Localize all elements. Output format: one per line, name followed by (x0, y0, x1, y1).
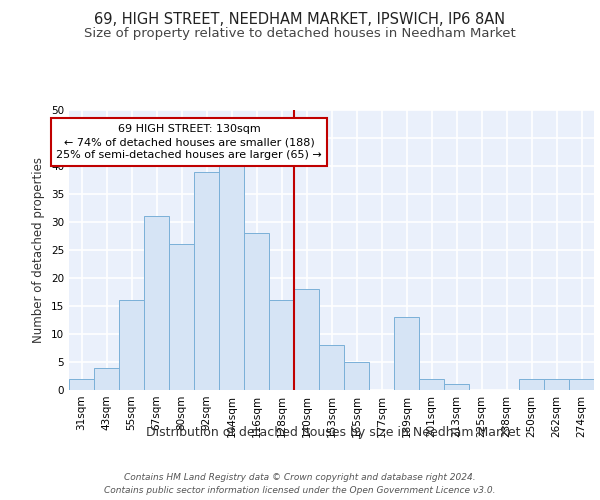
Bar (119, 300, 144, 390)
Bar (69, 379, 94, 390)
Bar (219, 160, 244, 390)
Text: Size of property relative to detached houses in Needham Market: Size of property relative to detached ho… (84, 28, 516, 40)
Bar (419, 379, 444, 390)
Text: 69 HIGH STREET: 130sqm
← 74% of detached houses are smaller (188)
25% of semi-de: 69 HIGH STREET: 130sqm ← 74% of detached… (56, 124, 322, 160)
Bar (319, 345, 344, 390)
Bar (294, 289, 319, 390)
Bar (569, 379, 594, 390)
Bar (444, 384, 469, 390)
Text: Contains HM Land Registry data © Crown copyright and database right 2024.: Contains HM Land Registry data © Crown c… (124, 472, 476, 482)
Text: Contains public sector information licensed under the Open Government Licence v3: Contains public sector information licen… (104, 486, 496, 495)
Bar (194, 172, 219, 390)
Text: 69, HIGH STREET, NEEDHAM MARKET, IPSWICH, IP6 8AN: 69, HIGH STREET, NEEDHAM MARKET, IPSWICH… (94, 12, 506, 28)
Bar (94, 368, 119, 390)
Bar (144, 216, 169, 390)
Bar (269, 300, 294, 390)
Bar (544, 379, 569, 390)
Bar (244, 233, 269, 390)
Bar (394, 317, 419, 390)
Y-axis label: Number of detached properties: Number of detached properties (32, 157, 46, 343)
Bar (519, 379, 544, 390)
Text: Distribution of detached houses by size in Needham Market: Distribution of detached houses by size … (146, 426, 520, 439)
Bar (169, 244, 194, 390)
Bar (344, 362, 369, 390)
